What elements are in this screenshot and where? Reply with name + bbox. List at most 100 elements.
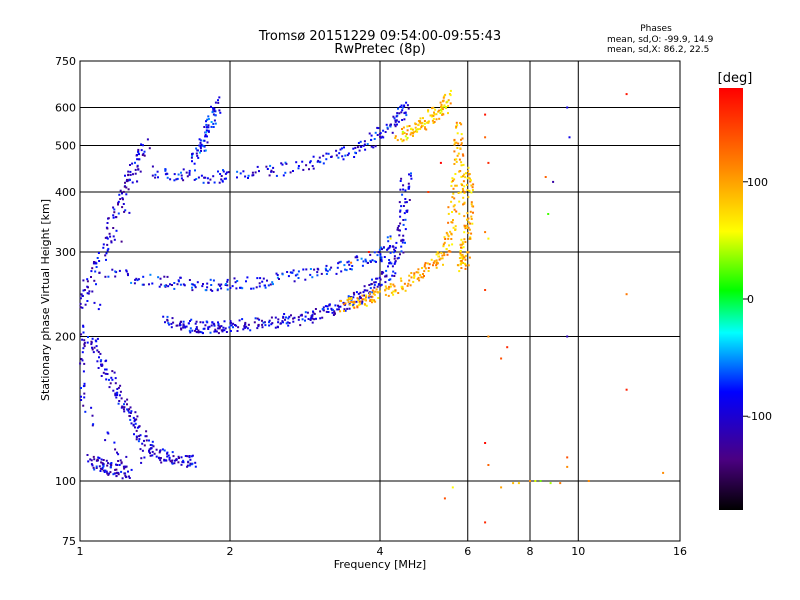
data-point: [394, 289, 397, 292]
data-point: [126, 398, 129, 401]
x-tick-label: 10: [571, 545, 585, 558]
data-point: [99, 470, 102, 472]
data-point: [326, 307, 329, 310]
data-point: [361, 294, 364, 297]
data-point: [445, 231, 448, 234]
data-point: [203, 327, 206, 330]
data-point: [500, 486, 503, 489]
data-point: [436, 262, 439, 265]
data-point: [194, 322, 197, 325]
data-point: [359, 140, 362, 143]
data-point: [330, 156, 333, 158]
data-point: [393, 285, 396, 288]
data-point: [134, 161, 136, 164]
data-point: [470, 184, 473, 187]
data-point: [407, 187, 410, 190]
data-point: [309, 160, 312, 163]
data-point: [100, 375, 103, 377]
data-point: [311, 276, 314, 279]
data-point: [471, 222, 474, 225]
data-point: [125, 465, 128, 468]
data-point: [401, 132, 404, 135]
data-point: [453, 150, 456, 153]
data-point: [242, 328, 245, 331]
data-point: [224, 283, 227, 285]
data-point: [458, 200, 461, 203]
data-point: [464, 227, 467, 230]
data-point: [267, 284, 270, 287]
data-point: [440, 103, 443, 106]
data-point: [120, 240, 123, 243]
data-point: [139, 170, 142, 173]
data-point: [384, 131, 387, 133]
data-point: [92, 351, 95, 354]
data-point: [346, 307, 349, 310]
data-point: [339, 310, 342, 313]
data-point: [87, 460, 90, 463]
data-point: [460, 161, 463, 164]
data-point: [111, 370, 114, 373]
data-point: [117, 473, 120, 476]
data-point: [209, 178, 212, 181]
data-point: [412, 132, 415, 135]
data-point: [410, 172, 412, 175]
data-point: [459, 252, 462, 255]
data-point: [116, 388, 119, 390]
data-point: [455, 121, 458, 124]
data-point: [261, 280, 264, 283]
data-point: [171, 317, 174, 320]
data-point: [387, 294, 390, 297]
data-point: [352, 304, 355, 307]
data-point: [384, 275, 387, 278]
data-point: [115, 468, 118, 471]
data-point: [306, 311, 309, 314]
data-point: [460, 175, 463, 178]
data-point: [141, 449, 144, 452]
data-point: [213, 110, 216, 113]
data-point: [159, 457, 162, 459]
data-point: [352, 296, 355, 299]
data-point: [441, 254, 444, 257]
data-point: [388, 259, 391, 261]
data-point: [462, 175, 464, 178]
data-point: [326, 305, 329, 308]
data-point: [418, 121, 421, 124]
data-point: [92, 262, 95, 265]
data-point: [184, 455, 187, 457]
data-point: [245, 280, 247, 283]
data-point: [459, 191, 462, 194]
data-point: [238, 319, 241, 322]
data-point: [566, 465, 569, 468]
data-point: [403, 118, 406, 121]
data-point: [350, 298, 352, 300]
data-point: [468, 173, 471, 176]
data-point: [118, 400, 121, 402]
data-point: [217, 323, 220, 326]
data-point: [449, 89, 452, 92]
data-point: [115, 229, 118, 232]
data-point: [81, 359, 84, 362]
data-point: [205, 123, 208, 126]
data-point: [455, 126, 457, 129]
data-point: [102, 459, 105, 461]
data-point: [142, 152, 145, 155]
data-point: [399, 277, 402, 280]
data-point: [125, 186, 128, 189]
data-point: [80, 358, 83, 360]
data-point: [396, 123, 398, 126]
data-point: [195, 147, 198, 150]
data-point: [212, 107, 215, 110]
data-point: [125, 193, 128, 196]
data-point: [91, 337, 94, 340]
data-point: [367, 296, 370, 299]
data-point: [399, 180, 402, 182]
data-point: [102, 371, 105, 374]
data-point: [200, 331, 203, 334]
data-point: [464, 254, 467, 257]
data-point: [403, 212, 406, 215]
data-point: [229, 287, 232, 289]
data-point: [104, 439, 107, 442]
data-point: [187, 322, 190, 325]
data-point: [312, 155, 315, 158]
data-point: [325, 264, 328, 267]
